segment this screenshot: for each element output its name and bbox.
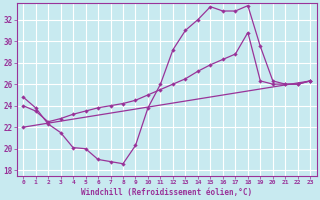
X-axis label: Windchill (Refroidissement éolien,°C): Windchill (Refroidissement éolien,°C) — [81, 188, 252, 197]
